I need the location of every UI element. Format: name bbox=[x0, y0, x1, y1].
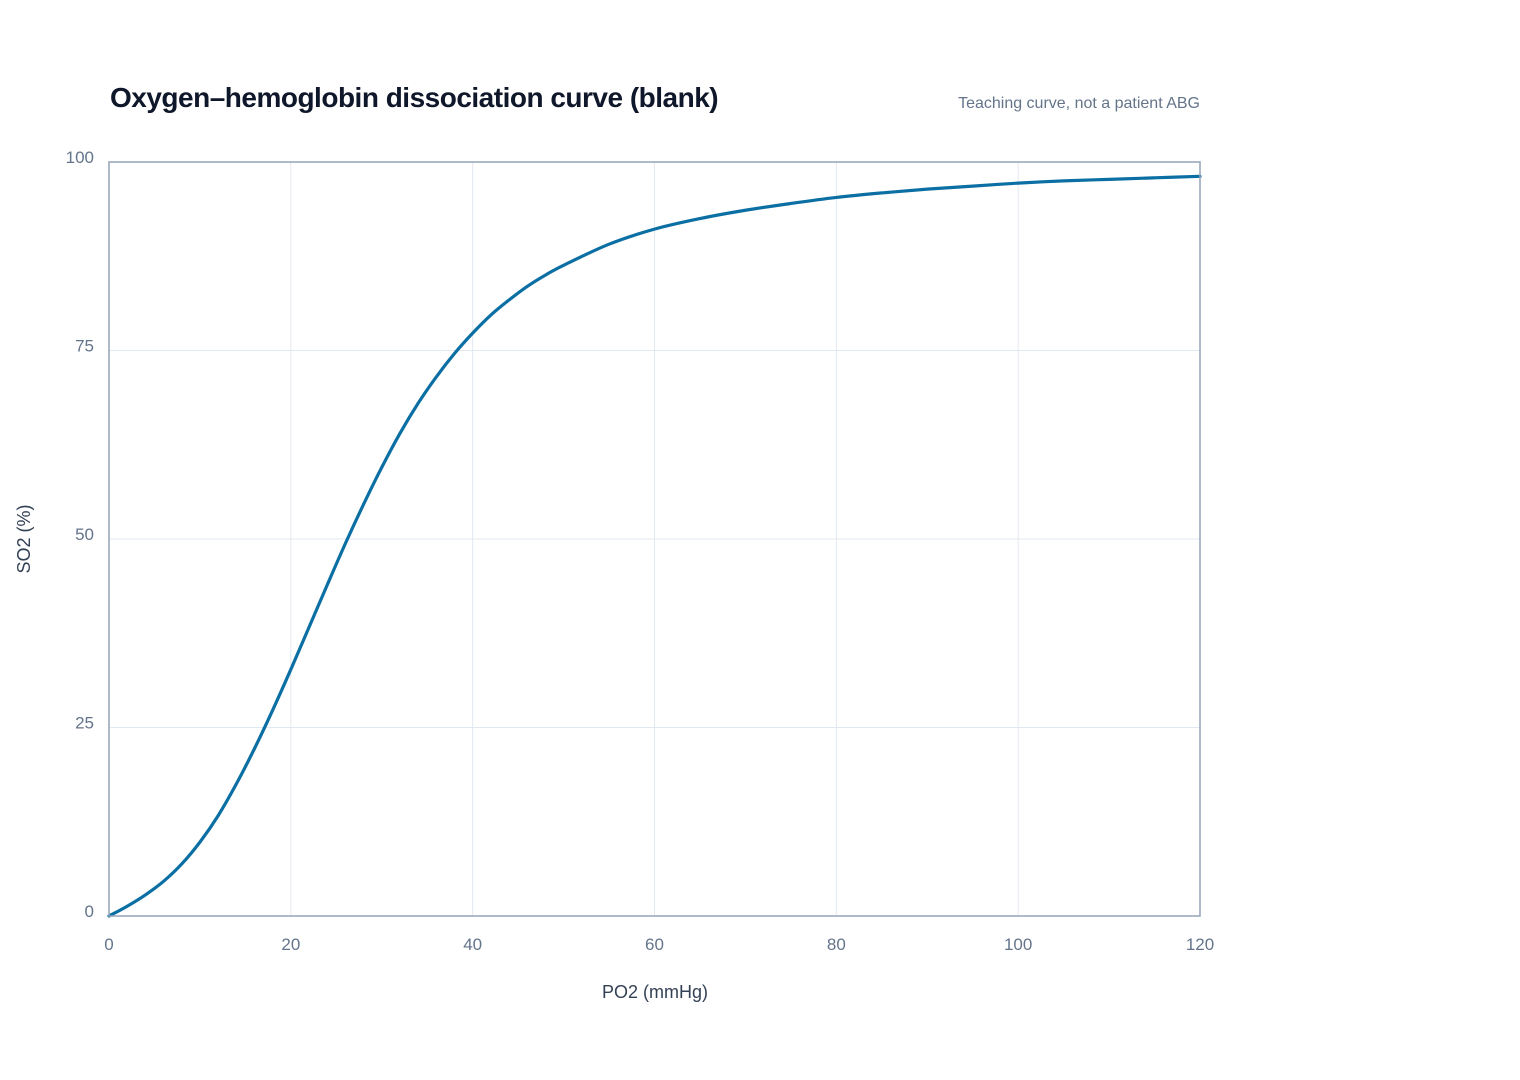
x-axis-label: PO2 (mmHg) bbox=[602, 982, 708, 1002]
chart-title: Oxygen–hemoglobin dissociation curve (bl… bbox=[110, 82, 718, 113]
y-axis-ticks: 0 25 50 75 100 bbox=[66, 148, 94, 921]
curve-layer bbox=[107, 174, 1202, 918]
plot-frame bbox=[108, 161, 1201, 917]
dissociation-curve bbox=[107, 174, 1202, 918]
x-tick-label: 60 bbox=[645, 935, 664, 954]
x-tick-label: 120 bbox=[1186, 935, 1214, 954]
y-tick-label: 0 bbox=[85, 902, 94, 921]
y-axis-label: SO2 (%) bbox=[14, 504, 34, 573]
y-tick-label: 100 bbox=[66, 148, 94, 167]
y-tick-label: 75 bbox=[75, 337, 94, 356]
grid bbox=[108, 161, 1201, 917]
y-tick-label: 50 bbox=[75, 525, 94, 544]
x-tick-label: 0 bbox=[104, 935, 113, 954]
x-tick-label: 20 bbox=[281, 935, 300, 954]
x-axis-ticks: 0 20 40 60 80 100 120 bbox=[104, 935, 1214, 954]
y-tick-label: 25 bbox=[75, 714, 94, 733]
chart-subtitle: Teaching curve, not a patient ABG bbox=[958, 95, 1200, 112]
x-tick-label: 40 bbox=[463, 935, 482, 954]
x-tick-label: 80 bbox=[827, 935, 846, 954]
x-tick-label: 100 bbox=[1004, 935, 1032, 954]
